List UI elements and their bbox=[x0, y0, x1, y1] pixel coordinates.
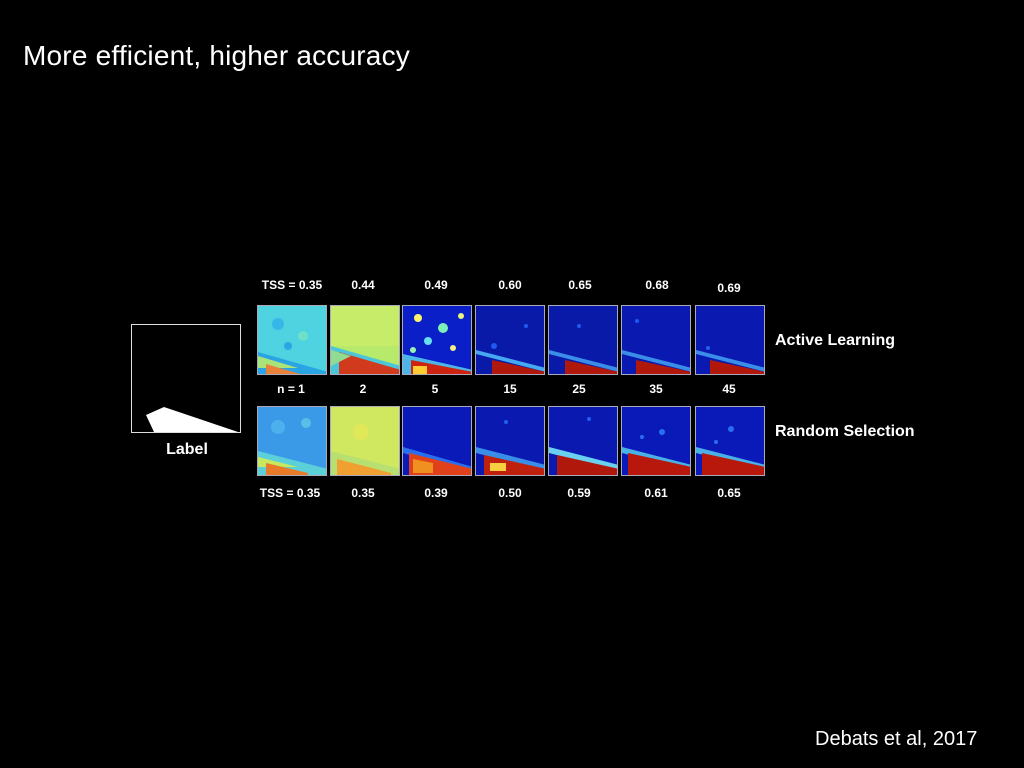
random-tile-4 bbox=[475, 406, 545, 476]
n-label: 5 bbox=[431, 382, 439, 396]
random-tile-3 bbox=[402, 406, 472, 476]
active-tss-label: 0.65 bbox=[568, 278, 592, 292]
active-tile-5 bbox=[548, 305, 618, 375]
active-tss-label: 0.69 bbox=[717, 281, 741, 295]
n-label: 25 bbox=[572, 382, 586, 396]
random-selection-label: Random Selection bbox=[775, 423, 915, 440]
n-label: 2 bbox=[359, 382, 367, 396]
tss-prefix: TSS = bbox=[259, 486, 294, 500]
active-tile-2 bbox=[330, 305, 400, 375]
active-tile-1 bbox=[257, 305, 327, 375]
active-tss-label-0: TSS = 0.35 bbox=[262, 278, 322, 292]
active-tss-label: 0.44 bbox=[351, 278, 375, 292]
random-tile-5 bbox=[548, 406, 618, 476]
n-label-0: n = 1 bbox=[277, 382, 305, 396]
citation: Debats et al, 2017 bbox=[815, 728, 978, 750]
slide-title: More efficient, higher accuracy bbox=[23, 40, 410, 71]
random-tile-7 bbox=[695, 406, 765, 476]
n-prefix: n = bbox=[277, 382, 295, 396]
active-tss-label: 0.49 bbox=[424, 278, 448, 292]
active-tss-label: 0.68 bbox=[645, 278, 669, 292]
random-tss-label: 0.65 bbox=[717, 486, 741, 500]
active-tile-6 bbox=[621, 305, 691, 375]
active-learning-label: Active Learning bbox=[775, 332, 896, 349]
active-tss-value: 0.35 bbox=[298, 278, 323, 292]
active-tss-label: 0.60 bbox=[498, 278, 522, 292]
random-tss-label-0: TSS = 0.35 bbox=[260, 486, 320, 500]
random-tss-label: 0.50 bbox=[498, 486, 522, 500]
label-mask-shape bbox=[146, 407, 238, 432]
active-tile-4 bbox=[475, 305, 545, 375]
active-tile-7 bbox=[695, 305, 765, 375]
n-label: 15 bbox=[503, 382, 517, 396]
random-tss-label: 0.61 bbox=[644, 486, 668, 500]
tss-prefix: TSS = bbox=[261, 278, 296, 292]
n-value: 1 bbox=[298, 382, 305, 396]
n-label: 35 bbox=[649, 382, 663, 396]
random-tile-2 bbox=[330, 406, 400, 476]
active-tile-3 bbox=[402, 305, 472, 375]
random-tile-6 bbox=[621, 406, 691, 476]
label-image bbox=[131, 324, 241, 433]
random-tss-label: 0.35 bbox=[351, 486, 375, 500]
random-tss-label: 0.59 bbox=[567, 486, 591, 500]
label-caption: Label bbox=[166, 441, 208, 458]
random-tss-label: 0.39 bbox=[424, 486, 448, 500]
n-label: 45 bbox=[722, 382, 736, 396]
random-tile-1 bbox=[257, 406, 327, 476]
random-tss-value: 0.35 bbox=[296, 486, 321, 500]
